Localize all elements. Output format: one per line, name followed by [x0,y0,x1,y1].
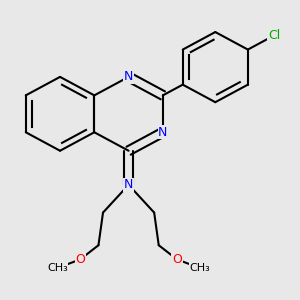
Text: O: O [172,253,182,266]
Text: CH₃: CH₃ [190,263,210,273]
Text: CH₃: CH₃ [47,263,68,273]
Text: O: O [75,253,85,266]
Text: N: N [124,178,133,191]
Text: N: N [158,126,168,139]
Text: N: N [124,70,133,83]
Text: Cl: Cl [268,29,280,42]
